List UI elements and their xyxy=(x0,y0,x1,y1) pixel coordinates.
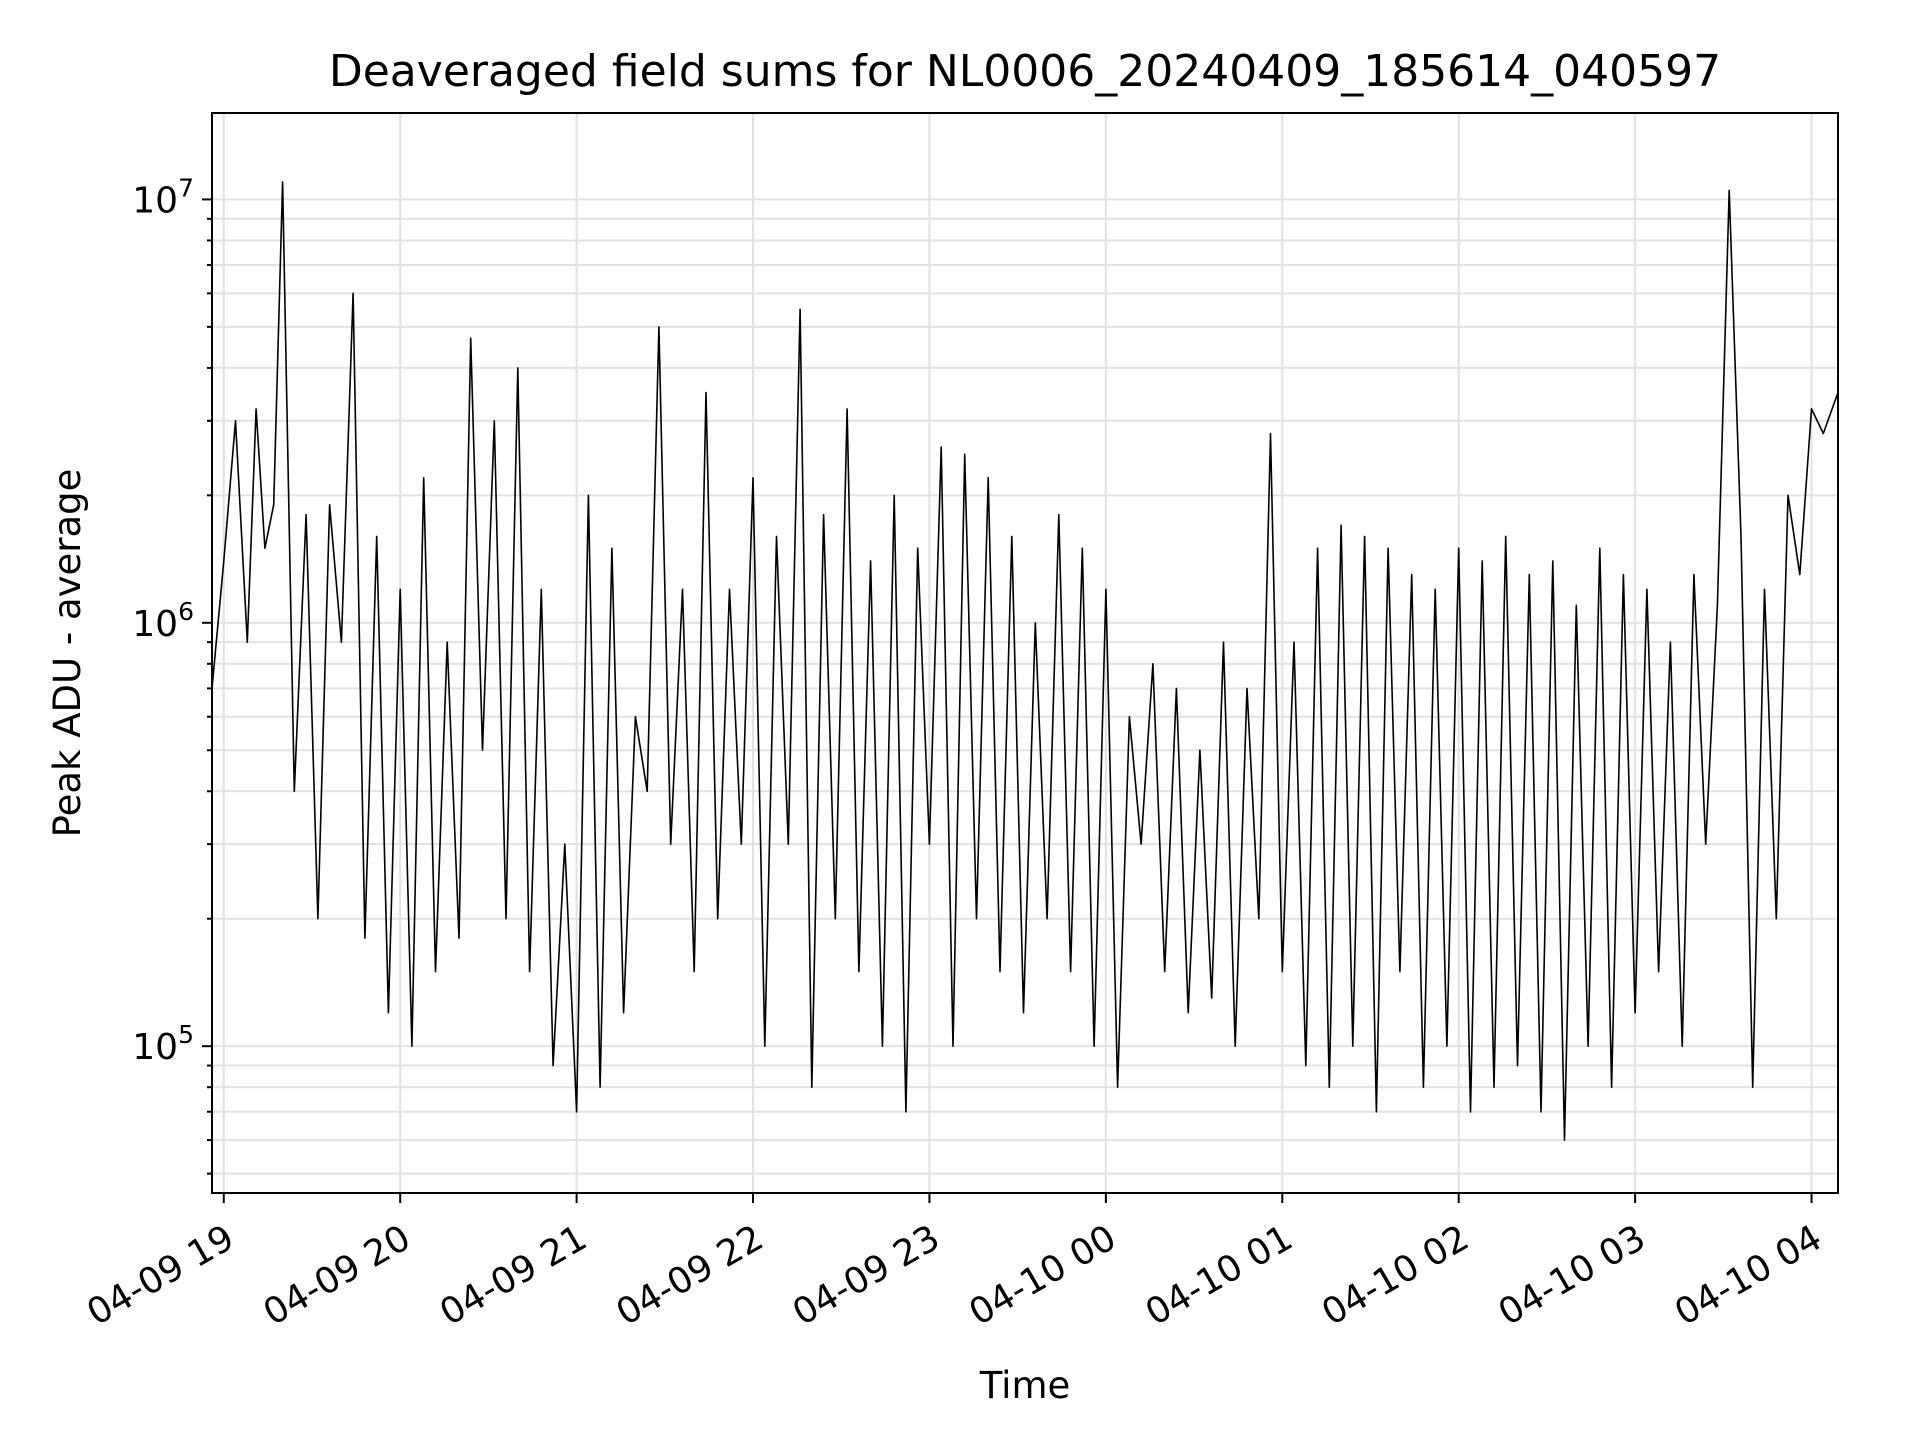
x-tick-label: 04-10 00 xyxy=(962,1217,1123,1333)
y-tick-label: 106 xyxy=(132,597,194,645)
plot-area xyxy=(211,181,1839,1141)
plot-frame xyxy=(211,112,1839,1194)
grid xyxy=(212,113,1838,1193)
x-axis-label: Time xyxy=(979,1364,1071,1407)
x-tick-label: 04-09 22 xyxy=(610,1217,771,1333)
y-tick-label: 107 xyxy=(132,173,194,221)
series-line-0 xyxy=(211,181,1839,1141)
x-axis: 04-09 19 04-09 20 04-09 21 04-09 22 04-09 23… xyxy=(80,1193,1829,1334)
y-axis: 105 106 107 xyxy=(132,173,212,1175)
x-tick-label: 04-09 23 xyxy=(786,1217,947,1333)
x-tick-label: 04-10 02 xyxy=(1315,1217,1476,1333)
x-tick-label: 04-10 04 xyxy=(1668,1217,1829,1333)
x-tick-label: 04-09 21 xyxy=(433,1217,594,1333)
y-axis-label: Peak ADU - average xyxy=(46,469,89,838)
chart-title: Deaveraged field sums for NL0006_2024040… xyxy=(329,46,1721,97)
x-tick-label: 04-09 19 xyxy=(80,1217,241,1333)
x-tick-label: 04-10 01 xyxy=(1139,1217,1300,1333)
x-tick-label: 04-09 20 xyxy=(257,1217,418,1333)
x-tick-label: 04-10 03 xyxy=(1492,1217,1653,1333)
y-tick-label: 105 xyxy=(132,1020,194,1068)
